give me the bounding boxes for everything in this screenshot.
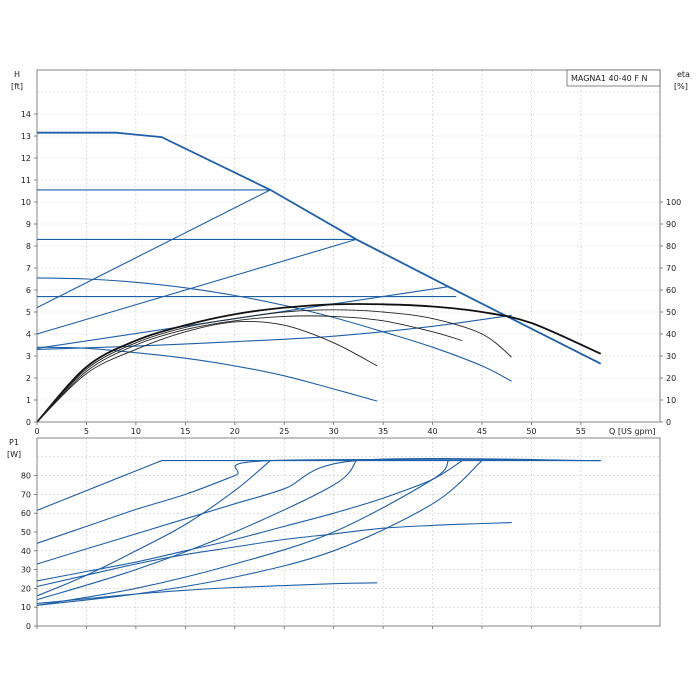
power-axis-label: P1: [9, 438, 19, 447]
power-panel-grid: [37, 438, 660, 626]
efficiency-curve: [36, 321, 378, 423]
head-panel-grid: [37, 70, 660, 422]
power-tick-label: 20: [21, 584, 31, 593]
head-tick-label: 9: [26, 220, 31, 229]
eta-tick-label: 80: [666, 242, 676, 251]
power-tick-label: 40: [21, 547, 31, 556]
efficiency-curve: [36, 303, 602, 423]
power-panel-ticks: 0 10 20 30 40 50 60 70 80: [21, 472, 582, 631]
head-tick-label: 13: [21, 132, 31, 141]
head-curve: [36, 189, 271, 309]
x-tick-label: 20: [230, 427, 240, 436]
head-tick-label: 6: [26, 286, 31, 295]
head-tick-label: 7: [26, 264, 31, 273]
x-tick-label: 15: [180, 427, 190, 436]
power-curve: [36, 457, 601, 565]
head-curve: [36, 238, 357, 335]
head-tick-label: 8: [26, 242, 31, 251]
eta-tick-label: 60: [666, 286, 676, 295]
x-tick-label: 0: [34, 427, 39, 436]
power-curve: [36, 460, 449, 606]
head-axis-label: H: [14, 70, 20, 79]
eta-tick-label: 70: [666, 264, 676, 273]
eta-tick-label: 90: [666, 220, 676, 229]
head-axis-unit: [ft]: [11, 82, 23, 91]
eta-tick-label: 50: [666, 308, 676, 317]
head-panel-curves: [36, 131, 602, 423]
power-tick-label: 30: [21, 566, 31, 575]
power-axis-unit: [W]: [7, 450, 21, 459]
eta-tick-label: 100: [666, 198, 681, 207]
head-tick-label: 5: [26, 308, 31, 317]
model-label: MAGNA1 40-40 F N: [571, 74, 647, 83]
head-tick-label: 1: [26, 396, 31, 405]
power-curve: [36, 522, 512, 588]
eta-axis-label: eta: [677, 70, 690, 79]
efficiency-curve: [36, 315, 463, 423]
eta-tick-label: 0: [666, 418, 671, 427]
efficiency-curve: [36, 309, 512, 423]
eta-tick-label: 30: [666, 352, 676, 361]
power-curve: [36, 460, 601, 511]
head-curve: [37, 131, 602, 365]
head-curve: [36, 346, 378, 402]
x-tick-label: 55: [576, 427, 586, 436]
head-tick-label: 2: [26, 374, 31, 383]
head-tick-label: 3: [26, 352, 31, 361]
head-curve: [36, 277, 512, 382]
power-curve: [36, 460, 463, 582]
eta-axis-unit: [%]: [674, 82, 688, 91]
head-tick-label: 4: [26, 330, 31, 339]
x-tick-label: 10: [131, 427, 141, 436]
x-tick-label: 45: [477, 427, 487, 436]
head-tick-label: 10: [21, 198, 31, 207]
power-curve: [36, 460, 483, 606]
eta-tick-label: 10: [666, 396, 676, 405]
head-panel-ticks: 0 5 10 15 20 25 30 35 40 45 50 55012345678910111213…: [21, 110, 681, 436]
eta-tick-label: 20: [666, 374, 676, 383]
model-label-box: [566, 69, 661, 87]
power-tick-label: 10: [21, 603, 31, 612]
flow-axis-label: Q [US gpm]: [609, 427, 656, 436]
power-curve: [36, 458, 601, 544]
head-tick-label: 12: [21, 154, 31, 163]
power-curve: [36, 582, 378, 604]
power-tick-label: 60: [21, 509, 31, 518]
power-curve: [36, 460, 271, 597]
eta-tick-label: 40: [666, 330, 676, 339]
x-tick-label: 50: [526, 427, 536, 436]
head-tick-label: 0: [26, 418, 31, 427]
x-tick-label: 5: [84, 427, 89, 436]
head-tick-label: 14: [21, 110, 31, 119]
head-tick-label: 11: [21, 176, 31, 185]
power-tick-label: 0: [26, 622, 31, 631]
x-tick-label: 40: [427, 427, 437, 436]
x-tick-label: 30: [329, 427, 339, 436]
power-panel-curves: [36, 457, 601, 606]
power-curve: [36, 460, 357, 601]
power-tick-label: 50: [21, 528, 31, 537]
power-tick-label: 70: [21, 490, 31, 499]
power-tick-label: 80: [21, 472, 31, 481]
x-tick-label: 35: [378, 427, 388, 436]
x-tick-label: 25: [279, 427, 289, 436]
